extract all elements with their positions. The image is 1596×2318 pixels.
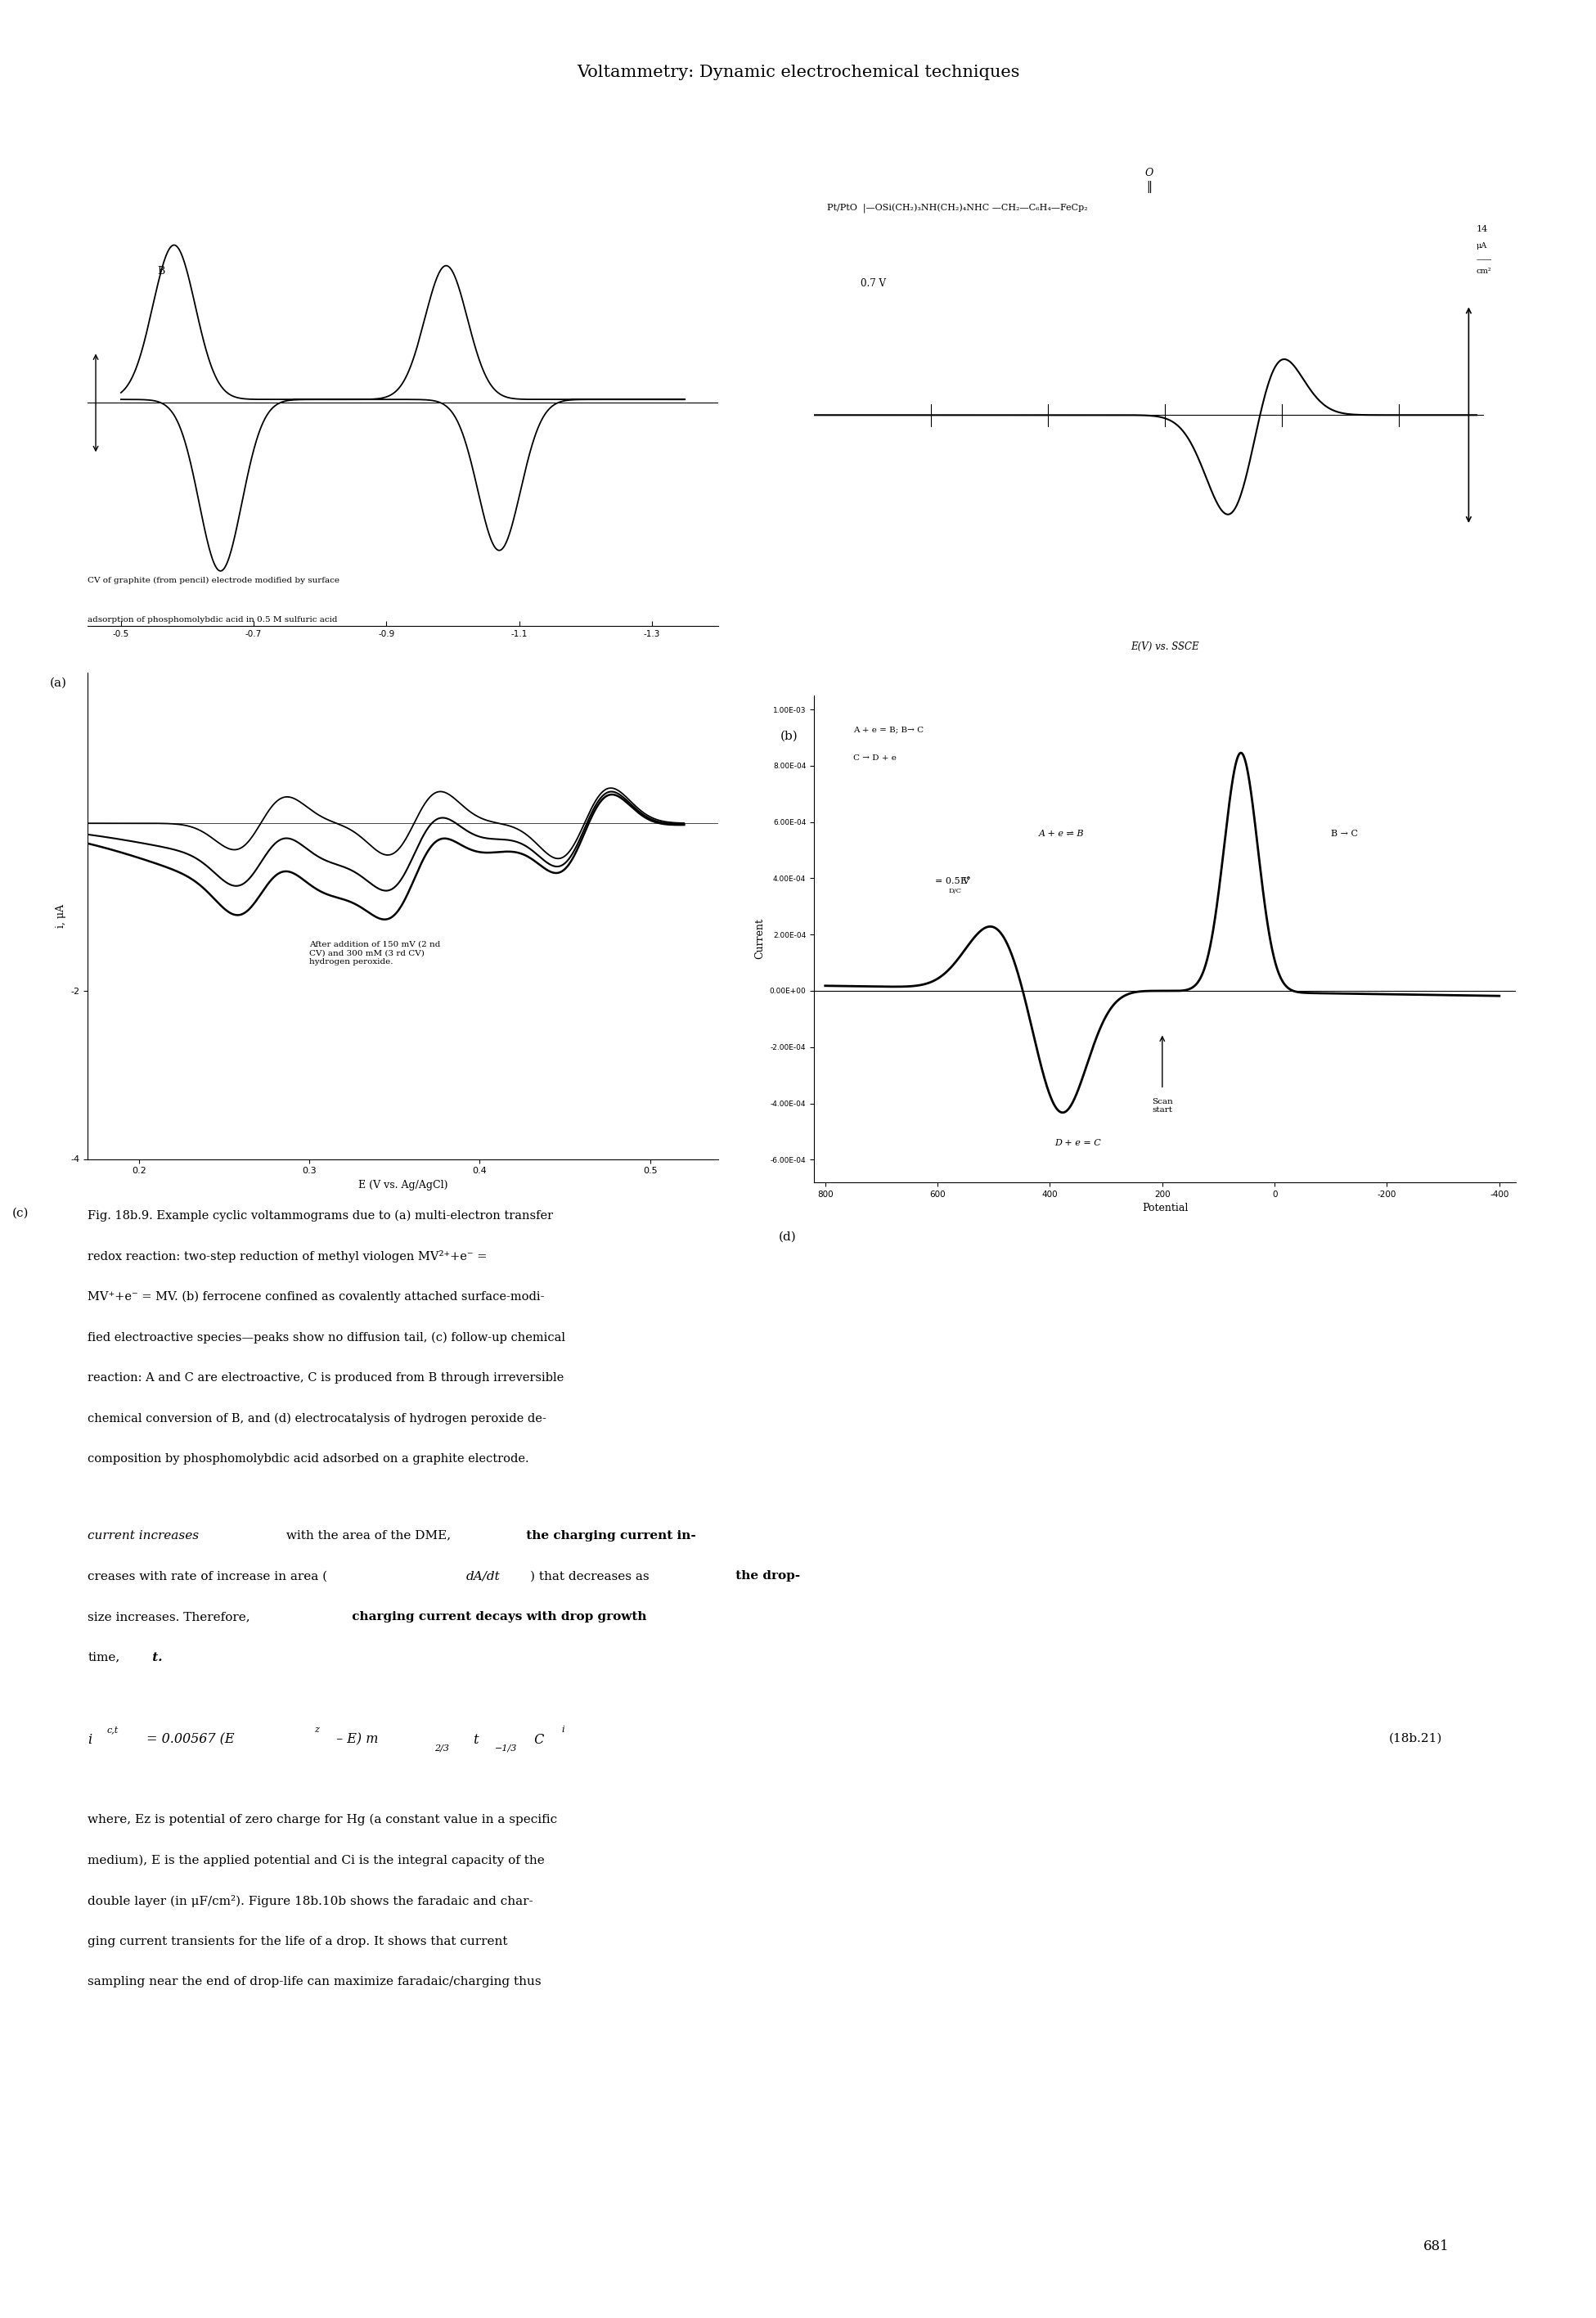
Text: i: i — [562, 1725, 565, 1734]
Text: Scan
start: Scan start — [1152, 1099, 1173, 1113]
Text: B: B — [156, 267, 164, 276]
Text: time,: time, — [88, 1650, 120, 1662]
Text: E°: E° — [961, 879, 972, 885]
Text: O: O — [1144, 167, 1154, 178]
Text: (a): (a) — [49, 677, 67, 688]
Text: After addition of 150 mV (2 nd
CV) and 300 mM (3 rd CV)
hydrogen peroxide.: After addition of 150 mV (2 nd CV) and 3… — [310, 941, 440, 964]
Text: = 0.5 V: = 0.5 V — [935, 879, 969, 885]
Text: MV⁺+e⁻ = MV. (b) ferrocene confined as covalently attached surface-modi-: MV⁺+e⁻ = MV. (b) ferrocene confined as c… — [88, 1291, 544, 1303]
Text: 681: 681 — [1424, 2239, 1449, 2253]
Text: A + e = B; B→ C: A + e = B; B→ C — [854, 726, 924, 732]
Text: (b): (b) — [780, 730, 798, 742]
Text: ging current transients for the life of a drop. It shows that current: ging current transients for the life of … — [88, 1936, 508, 1947]
Text: – E) m: – E) m — [332, 1734, 378, 1748]
Text: i: i — [88, 1734, 93, 1748]
Text: μA: μA — [1476, 243, 1487, 250]
Text: ‖: ‖ — [1146, 181, 1152, 192]
Text: 2/3: 2/3 — [434, 1743, 448, 1752]
Text: ) that decreases as: ) that decreases as — [530, 1572, 650, 1581]
Text: creases with rate of increase in area (: creases with rate of increase in area ( — [88, 1572, 327, 1581]
Text: t.: t. — [148, 1650, 163, 1662]
Text: 0.7 V: 0.7 V — [860, 278, 886, 290]
Text: Fig. 18b.9. Example cyclic voltammograms due to (a) multi-electron transfer: Fig. 18b.9. Example cyclic voltammograms… — [88, 1210, 554, 1222]
Text: Pt/PtO  |—OSi(CH₂)₃NH(CH₂)₄NHC —CH₂—C₆H₄—FeCp₂: Pt/PtO |—OSi(CH₂)₃NH(CH₂)₄NHC —CH₂—C₆H₄—… — [827, 204, 1087, 213]
Y-axis label: Current: Current — [755, 918, 764, 960]
Text: c,t: c,t — [107, 1725, 118, 1734]
Text: with the area of the DME,: with the area of the DME, — [282, 1530, 452, 1541]
Text: where, Ez is potential of zero charge for Hg (a constant value in a specific: where, Ez is potential of zero charge fo… — [88, 1813, 557, 1827]
Text: Voltammetry: Dynamic electrochemical techniques: Voltammetry: Dynamic electrochemical tec… — [576, 65, 1020, 81]
Text: cm²: cm² — [1476, 269, 1492, 276]
Text: A + e ⇌ B: A + e ⇌ B — [1039, 830, 1084, 837]
Text: (c): (c) — [13, 1208, 29, 1219]
Text: double layer (in μF/cm²). Figure 18b.10b shows the faradaic and char-: double layer (in μF/cm²). Figure 18b.10b… — [88, 1896, 533, 1908]
Text: C: C — [530, 1734, 544, 1748]
Text: charging current decays with drop growth: charging current decays with drop growth — [348, 1611, 646, 1623]
Text: the charging current in-: the charging current in- — [522, 1530, 696, 1541]
Text: B → C: B → C — [1331, 830, 1358, 837]
Text: fied electroactive species—peaks show no diffusion tail, (c) follow-up chemical: fied electroactive species—peaks show no… — [88, 1331, 565, 1344]
Text: adsorption of phosphomolybdic acid in 0.5 M sulfuric acid: adsorption of phosphomolybdic acid in 0.… — [88, 617, 338, 624]
X-axis label: Potential: Potential — [1143, 1203, 1187, 1215]
Text: current increases: current increases — [88, 1530, 200, 1541]
Text: CV of graphite (from pencil) electrode modified by surface: CV of graphite (from pencil) electrode m… — [88, 577, 340, 584]
Text: sampling near the end of drop-life can maximize faradaic/charging thus: sampling near the end of drop-life can m… — [88, 1975, 541, 1987]
Text: (18b.21): (18b.21) — [1389, 1734, 1443, 1743]
Text: size increases. Therefore,: size increases. Therefore, — [88, 1611, 251, 1623]
Text: C → D + e: C → D + e — [854, 753, 897, 763]
Text: t: t — [469, 1734, 479, 1748]
Text: composition by phosphomolybdic acid adsorbed on a graphite electrode.: composition by phosphomolybdic acid adso… — [88, 1453, 530, 1465]
Text: (d): (d) — [779, 1231, 796, 1242]
Text: −1/3: −1/3 — [495, 1743, 517, 1752]
Text: D/C: D/C — [948, 888, 962, 895]
Text: dA/dt: dA/dt — [466, 1572, 500, 1581]
Text: E(V) vs. SSCE: E(V) vs. SSCE — [1130, 642, 1199, 651]
Text: the drop-: the drop- — [731, 1572, 800, 1581]
Text: z: z — [314, 1725, 319, 1734]
Text: D + e = C: D + e = C — [1055, 1138, 1101, 1147]
Y-axis label: i, μA: i, μA — [56, 904, 65, 927]
Text: medium), E is the applied potential and Ci is the integral capacity of the: medium), E is the applied potential and … — [88, 1854, 544, 1866]
Text: = 0.00567 (E: = 0.00567 (E — [142, 1734, 235, 1748]
Text: redox reaction: two-step reduction of methyl viologen MV²⁺+e⁻ =: redox reaction: two-step reduction of me… — [88, 1252, 487, 1263]
Text: 14: 14 — [1476, 225, 1487, 234]
X-axis label: E (V vs. Ag/AgCl): E (V vs. Ag/AgCl) — [358, 1180, 448, 1191]
Text: ——: —— — [1476, 257, 1492, 264]
Text: chemical conversion of B, and (d) electrocatalysis of hydrogen peroxide de-: chemical conversion of B, and (d) electr… — [88, 1414, 546, 1426]
Text: reaction: A and C are electroactive, C is produced from B through irreversible: reaction: A and C are electroactive, C i… — [88, 1372, 563, 1384]
